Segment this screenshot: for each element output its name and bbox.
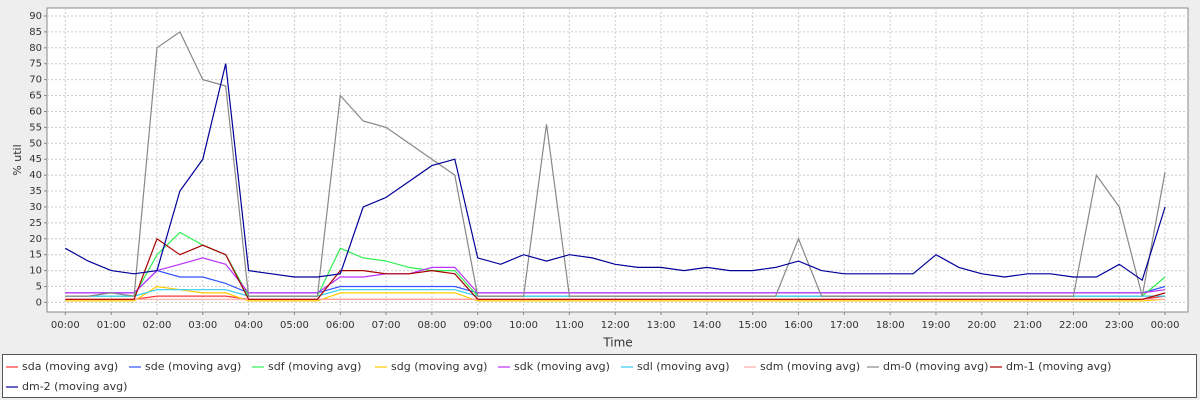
y-tick-label: 15 [29,250,42,261]
legend-label: sdm (moving avg) [760,360,860,373]
series-line [65,237,1166,300]
x-tick-label: 15:00 [738,320,767,331]
x-tick-label: 14:00 [692,320,721,331]
y-tick-label: 75 [29,59,42,70]
x-tick-label: 11:00 [555,320,584,331]
legend-label: dm-2 (moving avg) [22,380,127,393]
x-tick-label: 04:00 [234,320,263,331]
legend-label: sdf (moving avg) [268,360,361,373]
legend [2,354,1197,398]
y-tick-label: 55 [29,122,42,133]
x-tick-label: 12:00 [601,320,630,331]
x-tick-label: 16:00 [784,320,813,331]
y-tick-label: 70 [29,75,42,86]
y-tick-label: 45 [29,154,42,165]
x-tick-label: 18:00 [876,320,905,331]
x-tick-label: 19:00 [922,320,951,331]
x-tick-label: 07:00 [372,320,401,331]
y-tick-label: 20 [29,234,42,245]
x-tick-label: 17:00 [830,320,859,331]
y-tick-label: 35 [29,186,42,197]
y-tick-label: 85 [29,27,42,38]
x-axis-label: Time [602,336,632,350]
series-line [65,31,1166,297]
y-tick-label: 5 [36,282,42,293]
x-tick-label: 06:00 [326,320,355,331]
y-tick-label: 25 [29,218,42,229]
y-tick-label: 90 [29,11,42,22]
x-tick-label: 22:00 [1059,320,1088,331]
x-tick-label: 00:00 [51,320,80,331]
legend-label: sde (moving avg) [145,360,241,373]
series-line [65,63,1166,282]
x-tick-label: 09:00 [463,320,492,331]
y-tick-label: 40 [29,170,42,181]
x-tick-label: 02:00 [143,320,172,331]
x-tick-label: 01:00 [97,320,126,331]
legend-label: dm-1 (moving avg) [1006,360,1111,373]
y-tick-label: 10 [29,266,42,277]
x-tick-label: 23:00 [1105,320,1134,331]
legend-label: sda (moving avg) [22,360,118,373]
x-tick-label: 10:00 [509,320,538,331]
legend-label: sdl (moving avg) [637,360,730,373]
y-tick-label: 50 [29,138,42,149]
legend-label: sdg (moving avg) [391,360,487,373]
x-tick-label: 21:00 [1013,320,1042,331]
legend-label: dm-0 (moving avg) [883,360,988,373]
plot-area [46,7,1189,313]
series-line [65,285,1166,302]
x-tick-label: 13:00 [647,320,676,331]
x-tick-label: 05:00 [280,320,309,331]
y-axis-label: % util [11,144,24,175]
y-tick-label: 0 [36,297,42,308]
x-tick-label: 20:00 [967,320,996,331]
x-tick-label: 03:00 [188,320,217,331]
y-tick-label: 30 [29,202,42,213]
y-tick-label: 80 [29,43,42,54]
y-tick-label: 60 [29,106,42,117]
x-tick-label: 08:00 [418,320,447,331]
x-tick-label: 00:00 [1151,320,1180,331]
legend-label: sdk (moving avg) [514,360,610,373]
y-tick-label: 65 [29,91,42,102]
